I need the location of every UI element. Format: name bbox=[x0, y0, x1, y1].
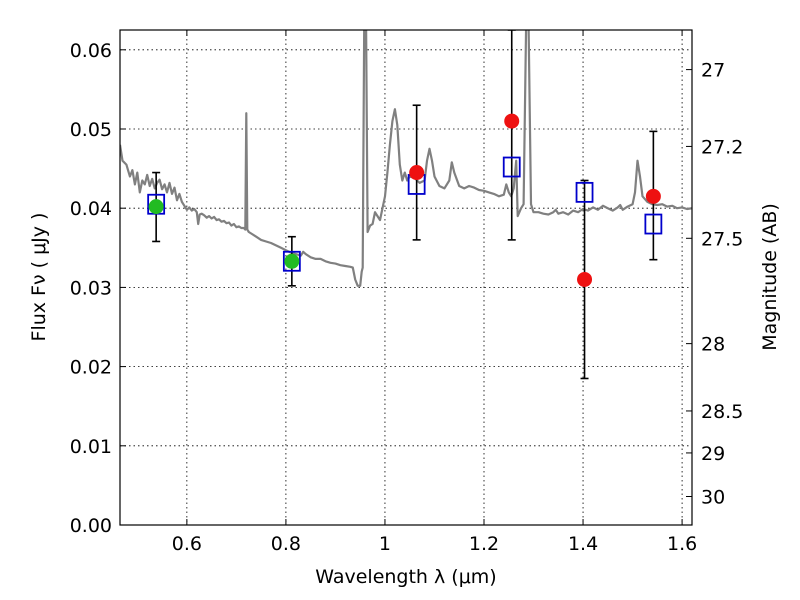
x-tick-label: 0.6 bbox=[172, 533, 202, 555]
model-photometry-square bbox=[575, 181, 594, 203]
y-tick-label: 0.03 bbox=[70, 277, 112, 299]
plot-area bbox=[120, 30, 692, 380]
spectrum-line bbox=[120, 30, 692, 287]
observed-flux-point bbox=[148, 199, 164, 215]
right-axis-title: Magnitude (AB) bbox=[759, 203, 781, 351]
y-tick-label: 0.06 bbox=[70, 40, 112, 62]
x-axis-title: Wavelength λ (μm) bbox=[315, 566, 496, 588]
right-tick-label: 27 bbox=[701, 60, 725, 82]
observed-flux-point bbox=[409, 165, 425, 181]
right-tick-label: 27.2 bbox=[701, 136, 743, 158]
x-tick-label: 1.2 bbox=[469, 533, 499, 555]
y-tick-label: 0.01 bbox=[70, 436, 112, 458]
x-tick-label: 0.8 bbox=[271, 533, 301, 555]
right-tick-label: 28 bbox=[701, 334, 725, 356]
right-tick-label: 30 bbox=[701, 486, 725, 508]
axes: 0.6 0.8 1 1.2 1.4 1.6 0.00 0.01 0.02 0.03 0.04 0.05… bbox=[70, 30, 743, 555]
x-tick-label: 1.4 bbox=[568, 533, 598, 555]
observed-flux-point bbox=[577, 271, 593, 287]
grid bbox=[120, 30, 692, 526]
y-axis-title: Flux Fν ( μJy ) bbox=[28, 213, 50, 342]
observed-flux-point bbox=[284, 253, 300, 269]
right-tick-label: 29 bbox=[701, 443, 725, 465]
y-tick-label: 0.04 bbox=[70, 198, 112, 220]
y-tick-label: 0.05 bbox=[70, 119, 112, 141]
x-tick-label: 1 bbox=[379, 533, 391, 555]
model-photometry-square bbox=[282, 250, 301, 272]
model-photometry-square bbox=[644, 213, 663, 235]
right-tick-label: 27.5 bbox=[701, 228, 743, 250]
y-tick-label: 0.02 bbox=[70, 357, 112, 379]
plot-frame bbox=[119, 29, 693, 526]
y-tick-label: 0.00 bbox=[70, 515, 112, 537]
right-tick-label: 28.5 bbox=[701, 401, 743, 423]
observed-flux-point bbox=[504, 113, 520, 129]
x-tick-label: 1.6 bbox=[667, 533, 697, 555]
model-photometry-square bbox=[502, 156, 521, 178]
observed-flux-point bbox=[645, 188, 661, 204]
